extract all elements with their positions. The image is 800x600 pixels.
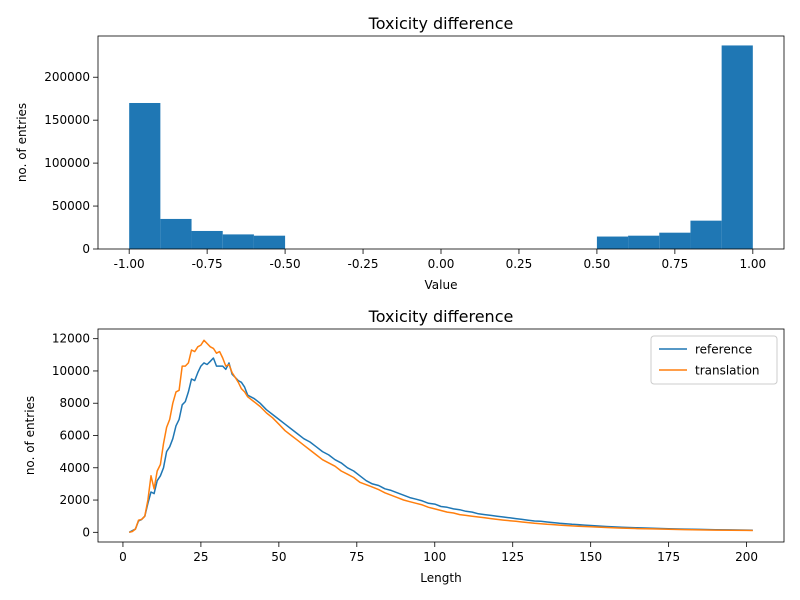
y-tick-label: 100000 <box>44 156 90 170</box>
y-tick-label: 0 <box>82 242 90 256</box>
x-tick-label: 125 <box>501 550 524 564</box>
x-tick-label: -1.00 <box>114 257 145 271</box>
y-axis-label: no. of entries <box>23 396 37 475</box>
y-tick-label: 2000 <box>59 493 90 507</box>
x-tick-label: 1.00 <box>739 257 766 271</box>
x-tick-label: 100 <box>423 550 446 564</box>
x-tick-label: 0.25 <box>506 257 533 271</box>
x-tick-label: 150 <box>579 550 602 564</box>
histogram-bar <box>628 235 660 249</box>
x-tick-label: 25 <box>193 550 208 564</box>
series-line-reference <box>128 357 753 533</box>
legend-box <box>650 335 778 385</box>
y-tick-label: 50000 <box>52 199 90 213</box>
y-tick-label: 10000 <box>52 364 90 378</box>
y-tick-label: 0 <box>82 525 90 539</box>
histogram-bar <box>160 218 192 249</box>
histogram-bar <box>191 230 223 249</box>
legend-label: translation <box>695 364 760 378</box>
x-tick-label: 175 <box>657 550 680 564</box>
y-tick-label: 150000 <box>44 113 90 127</box>
histogram-panel: Toxicity difference -1.00 -0.75 -0.50 -0.25 0… <box>15 14 785 292</box>
x-axis-label: Length <box>420 571 461 585</box>
y-tick-label: 4000 <box>59 461 90 475</box>
x-tick-label: 0.50 <box>584 257 611 271</box>
y-axis-label: no. of entries <box>15 103 29 182</box>
x-tick-label: 0 <box>119 550 127 564</box>
x-tick-label: -0.50 <box>270 257 301 271</box>
x-tick-label: 0.00 <box>428 257 455 271</box>
x-tick-label: -0.75 <box>192 257 223 271</box>
x-tick-label: 50 <box>271 550 286 564</box>
y-tick-label: 8000 <box>59 396 90 410</box>
histogram-bar <box>222 234 254 249</box>
chart-title: Toxicity difference <box>368 14 514 33</box>
histogram-bar <box>659 232 691 249</box>
y-tick-label: 200000 <box>44 70 90 84</box>
series-line-translation <box>129 339 753 534</box>
histogram-bar <box>690 220 722 249</box>
histogram-bar <box>129 102 161 249</box>
histogram-bar <box>721 45 753 249</box>
x-axis-label: Value <box>425 278 458 292</box>
x-tick-label: 0.75 <box>662 257 689 271</box>
line-chart-panel: Toxicity difference 0 25 50 75 100 125 150 175 20… <box>23 307 785 585</box>
x-tick-label: 200 <box>735 550 758 564</box>
y-tick-label: 12000 <box>52 332 90 346</box>
x-tick-label: 75 <box>349 550 364 564</box>
histogram-bar <box>253 235 286 249</box>
x-tick-label: -0.25 <box>348 257 379 271</box>
axes-frame <box>97 35 785 250</box>
histogram-bar <box>596 236 629 249</box>
y-tick-label: 6000 <box>59 429 90 443</box>
legend: reference translation <box>650 335 778 385</box>
legend-label: reference <box>695 343 752 357</box>
axes-frame <box>97 328 785 543</box>
chart-title: Toxicity difference <box>368 307 514 326</box>
